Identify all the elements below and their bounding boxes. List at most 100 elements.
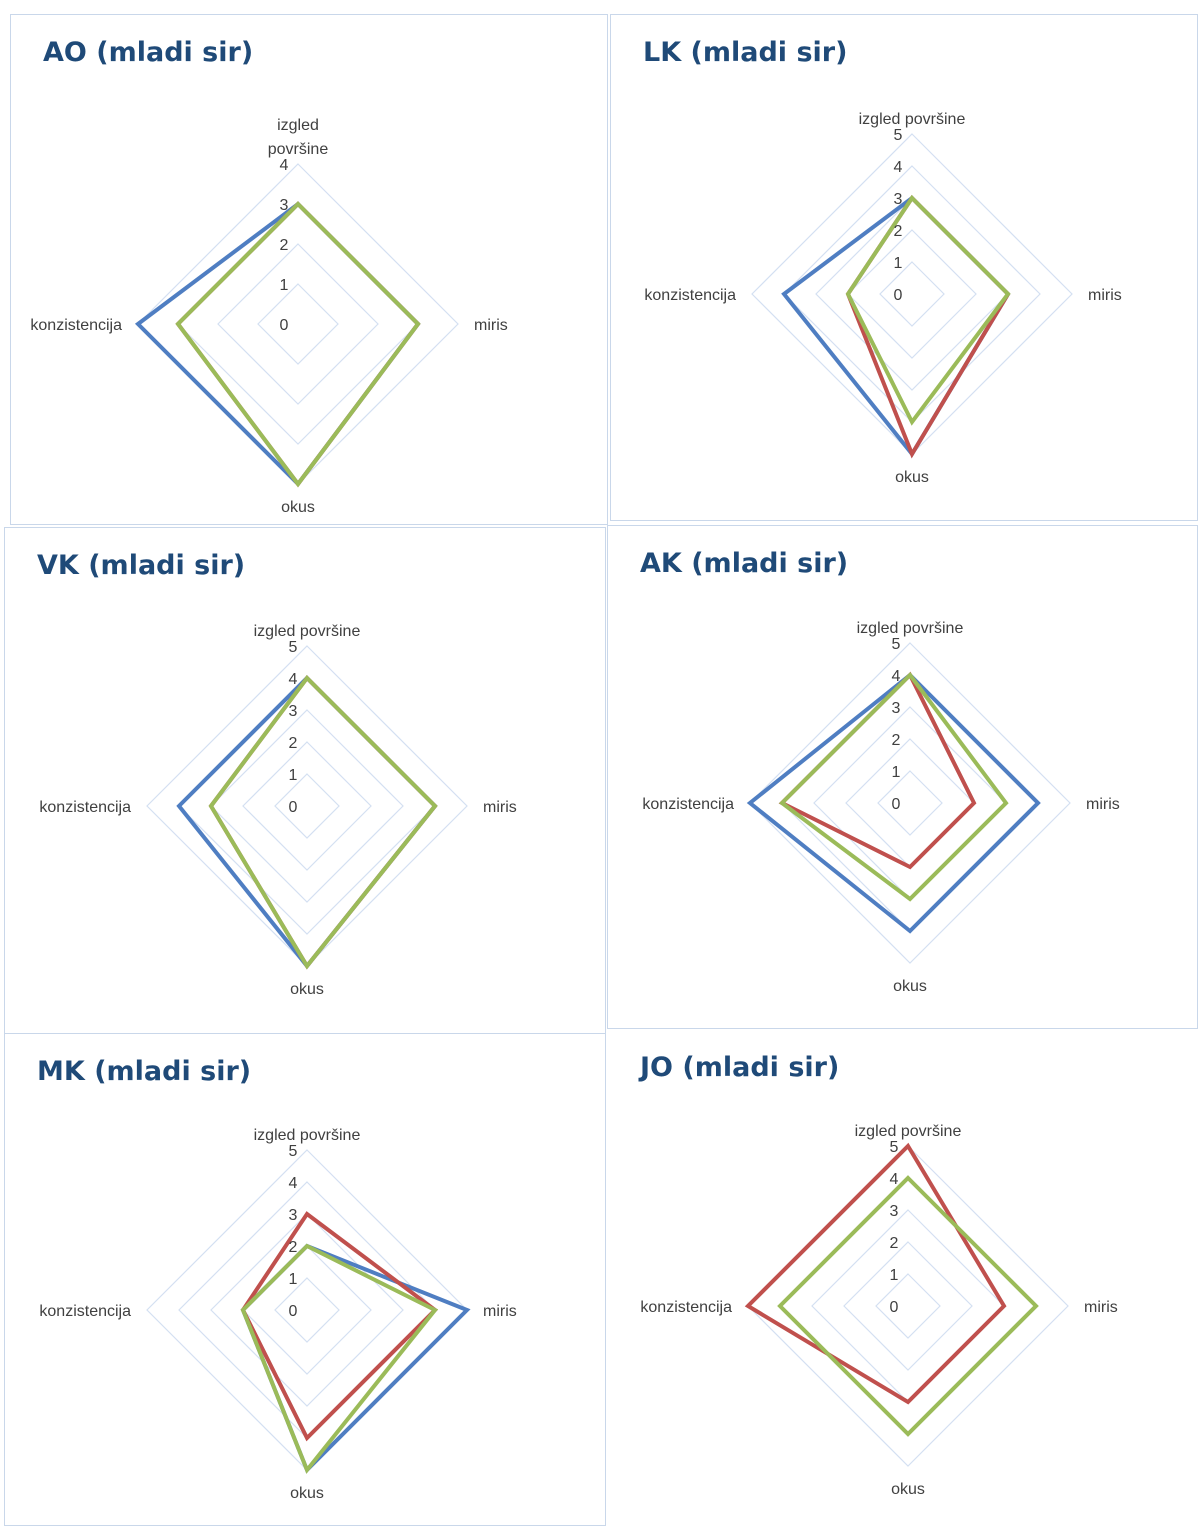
- tick-label: 0: [892, 796, 901, 813]
- tick-label: 2: [289, 1239, 298, 1256]
- tick-label: 2: [894, 223, 903, 240]
- tick-label: 1: [894, 255, 903, 272]
- axis-label: izgled površine: [855, 1123, 962, 1140]
- series-3-line: [778, 671, 1009, 902]
- tick-label: 2: [892, 732, 901, 749]
- grid-ring: [217, 243, 379, 405]
- axis-label: okus: [290, 1485, 324, 1502]
- chart-panel-lk: LK (mladi sir) 0 1 2 3 4 5 izgled površine miri…: [610, 14, 1198, 521]
- series-1-line: [744, 1142, 1007, 1405]
- grid-ring: [815, 197, 1009, 391]
- chart-panel-jo: JO (mladi sir) 0 1 2 3 4 5 izgled površine miri…: [607, 1029, 1198, 1526]
- tick-label: 3: [289, 1207, 298, 1224]
- axis-label: izgled površine: [268, 117, 329, 158]
- axis-label: okus: [893, 978, 927, 995]
- grid-ring: [845, 738, 975, 868]
- grid-ring: [137, 163, 459, 485]
- grid-ring: [146, 645, 468, 967]
- tick-label: 1: [289, 767, 298, 784]
- axis-label: izgled površine: [857, 620, 964, 637]
- chart-title: MK (mladi sir): [37, 1056, 252, 1087]
- axis-label: okus: [895, 469, 929, 486]
- tick-label: 4: [289, 1175, 298, 1192]
- tick-label: 3: [892, 700, 901, 717]
- chart-title: JO (mladi sir): [640, 1052, 840, 1083]
- axis-label: konzistencija: [39, 799, 131, 816]
- axis-label: miris: [474, 317, 508, 334]
- axis-label: miris: [1088, 287, 1122, 304]
- axis-label: miris: [1086, 796, 1120, 813]
- axis-label: konzistencija: [30, 317, 122, 334]
- chart-panel-vk: VK (mladi sir) 0 1 2 3 4 5 izgled površine miri…: [4, 527, 606, 1034]
- tick-label: 5: [892, 636, 901, 653]
- tick-label: 4: [890, 1171, 899, 1188]
- grid-ring: [813, 706, 1007, 900]
- axis-label: izgled površine: [859, 111, 966, 128]
- chart-title: LK (mladi sir): [643, 37, 848, 68]
- grid-ring: [879, 261, 945, 327]
- chart-title: AK (mladi sir): [640, 548, 849, 579]
- tick-label: 5: [289, 639, 298, 656]
- tick-label: 1: [892, 764, 901, 781]
- tick-label: 0: [890, 1299, 899, 1316]
- axis-label: okus: [891, 1481, 925, 1498]
- grid-ring: [242, 741, 372, 871]
- tick-label: 5: [890, 1139, 899, 1156]
- series-3-line: [240, 1243, 439, 1474]
- axis-label: miris: [483, 1303, 517, 1320]
- tick-label: 4: [892, 668, 901, 685]
- grid-ring: [146, 1149, 468, 1471]
- tick-label: 3: [894, 191, 903, 208]
- tick-label: 4: [289, 671, 298, 688]
- chart-panel-mk: MK (mladi sir) 0 1 2 3 4 5 izgled površine miri…: [4, 1033, 606, 1526]
- series-3-line: [845, 194, 1011, 426]
- tick-label: 0: [894, 287, 903, 304]
- grid-ring: [177, 203, 419, 445]
- grid-ring: [751, 133, 1073, 455]
- tick-label: 1: [280, 277, 289, 294]
- tick-label: 0: [289, 1303, 298, 1320]
- series-2-line: [777, 1175, 1039, 1437]
- series-1-line: [176, 675, 438, 970]
- grid-ring: [811, 1209, 1005, 1403]
- chart-panel-ao: AO (mladi sir) 0 1 2 3 4 izgled površine miris o…: [10, 14, 608, 525]
- grid-ring: [257, 283, 339, 365]
- axis-label: konzistencija: [644, 287, 736, 304]
- grid-ring: [274, 773, 340, 839]
- tick-label: 4: [894, 159, 903, 176]
- chart-title: AO (mladi sir): [43, 37, 254, 68]
- axis-label: miris: [483, 799, 517, 816]
- axis-label: miris: [1084, 1299, 1118, 1316]
- axis-label: konzistencija: [640, 1299, 732, 1316]
- axis-label: konzistencija: [39, 1303, 131, 1320]
- tick-label: 0: [289, 799, 298, 816]
- tick-label: 4: [280, 157, 289, 174]
- grid-ring: [847, 229, 977, 359]
- tick-label: 3: [890, 1203, 899, 1220]
- axis-label: okus: [281, 499, 315, 516]
- tick-label: 5: [289, 1143, 298, 1160]
- grid-ring: [178, 1181, 436, 1439]
- tick-label: 1: [890, 1267, 899, 1284]
- grid-ring: [178, 677, 436, 935]
- tick-label: 2: [890, 1235, 899, 1252]
- grid-ring: [210, 709, 404, 903]
- grid-ring: [210, 1213, 404, 1407]
- grid-ring: [875, 1273, 941, 1339]
- series-3-line: [175, 201, 421, 488]
- grid-ring: [843, 1241, 973, 1371]
- chart-title: VK (mladi sir): [37, 550, 246, 581]
- series-3-line: [208, 674, 438, 970]
- tick-label: 1: [289, 1271, 298, 1288]
- tick-label: 2: [280, 237, 289, 254]
- tick-label: 3: [289, 703, 298, 720]
- tick-label: 2: [289, 735, 298, 752]
- series-2-line: [240, 1211, 439, 1442]
- tick-label: 0: [280, 317, 289, 334]
- grid-ring: [877, 770, 943, 836]
